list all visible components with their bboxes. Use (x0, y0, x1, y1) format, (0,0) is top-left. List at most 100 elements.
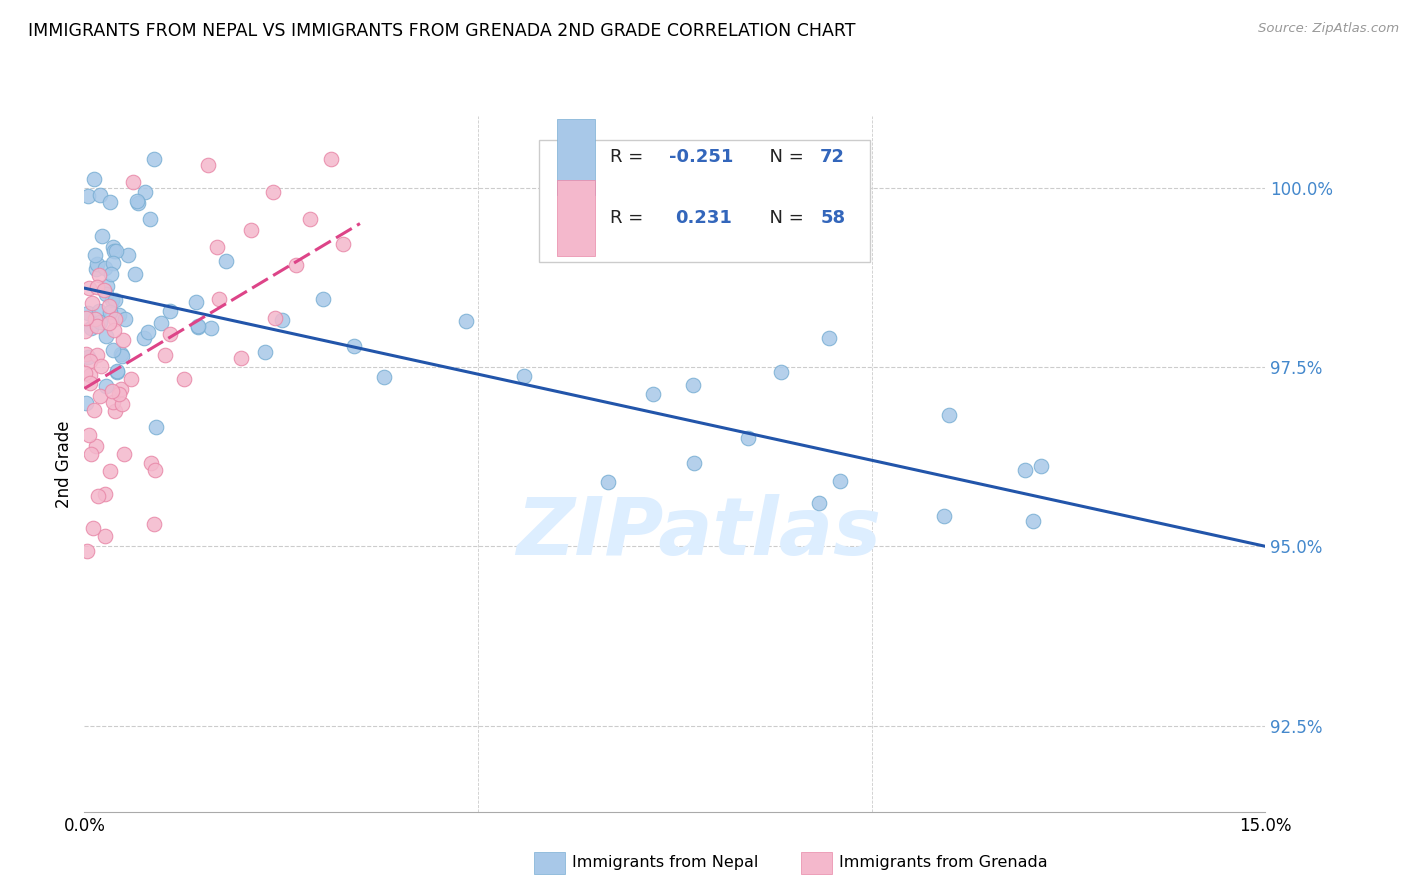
Point (86, 489, 108, 503)
Point (134, 331, 156, 345)
Point (107, 386, 129, 401)
Point (82, 521, 104, 535)
FancyBboxPatch shape (557, 119, 595, 195)
Point (271, 312, 294, 326)
Point (75, 347, 97, 361)
Text: Immigrants from Grenada: Immigrants from Grenada (839, 855, 1047, 870)
Point (94, 261, 117, 276)
Point (173, 372, 195, 386)
Point (103, 256, 125, 270)
Point (932, 508, 955, 523)
Point (110, 382, 132, 396)
Point (98, 316, 121, 330)
Point (285, 258, 308, 272)
Point (111, 333, 134, 347)
Point (150, 316, 173, 330)
Point (104, 312, 127, 326)
Point (117, 248, 139, 262)
Point (239, 222, 262, 236)
Text: N =: N = (758, 209, 808, 227)
Point (91, 228, 114, 243)
Point (159, 326, 181, 341)
Point (100, 268, 122, 282)
Point (125, 194, 148, 208)
Point (205, 240, 228, 254)
Text: 0.231: 0.231 (675, 209, 731, 227)
Point (103, 323, 125, 337)
Point (332, 236, 354, 251)
Point (373, 370, 395, 384)
Point (643, 387, 665, 401)
Point (75, 396, 97, 410)
Point (818, 331, 841, 345)
FancyBboxPatch shape (538, 140, 870, 262)
Point (84, 248, 107, 262)
Point (769, 365, 792, 379)
Point (456, 314, 478, 328)
Point (76, 544, 98, 558)
Point (105, 244, 128, 259)
Point (253, 345, 276, 359)
Point (145, 419, 167, 434)
Point (89, 268, 111, 282)
Point (100, 293, 122, 308)
Point (79, 354, 101, 368)
Point (84, 262, 107, 277)
Point (86, 348, 108, 362)
Point (89, 303, 111, 318)
Point (208, 292, 231, 306)
Point (139, 211, 162, 226)
Point (80, 320, 103, 334)
Point (104, 404, 127, 418)
Text: R =: R = (610, 209, 650, 227)
Text: 58: 58 (820, 209, 845, 227)
Point (262, 185, 284, 199)
Point (187, 319, 209, 334)
Point (110, 346, 132, 360)
Point (83, 172, 105, 186)
Point (94, 329, 117, 343)
Point (77, 306, 100, 320)
Point (807, 496, 830, 510)
Point (1022, 514, 1045, 528)
Point (75, 366, 97, 380)
Point (105, 364, 128, 378)
Point (103, 395, 125, 409)
Text: -0.251: -0.251 (669, 148, 734, 166)
Point (86, 257, 108, 271)
Point (127, 196, 149, 211)
Point (938, 408, 960, 422)
Point (103, 244, 125, 259)
Point (96, 279, 118, 293)
Point (343, 338, 366, 352)
Point (134, 185, 156, 199)
Point (77, 350, 100, 364)
Point (83, 312, 105, 326)
Point (136, 325, 159, 339)
Point (215, 254, 238, 268)
Point (142, 516, 165, 531)
Point (93, 283, 115, 297)
Point (159, 303, 181, 318)
Text: 72: 72 (820, 148, 845, 166)
Text: R =: R = (610, 148, 650, 166)
Point (596, 475, 619, 490)
Point (1014, 463, 1036, 477)
Text: N =: N = (758, 148, 808, 166)
Point (93, 529, 115, 543)
Point (187, 318, 209, 333)
Point (299, 211, 322, 226)
Point (105, 365, 128, 379)
Point (98, 464, 121, 478)
Point (96, 379, 118, 393)
Point (828, 474, 851, 488)
Point (200, 321, 222, 335)
Point (77, 428, 100, 442)
Point (79, 368, 101, 383)
Point (75, 310, 97, 325)
Point (89, 389, 111, 403)
Point (86, 439, 108, 453)
Point (231, 351, 253, 365)
Point (89, 187, 111, 202)
Point (114, 312, 136, 326)
